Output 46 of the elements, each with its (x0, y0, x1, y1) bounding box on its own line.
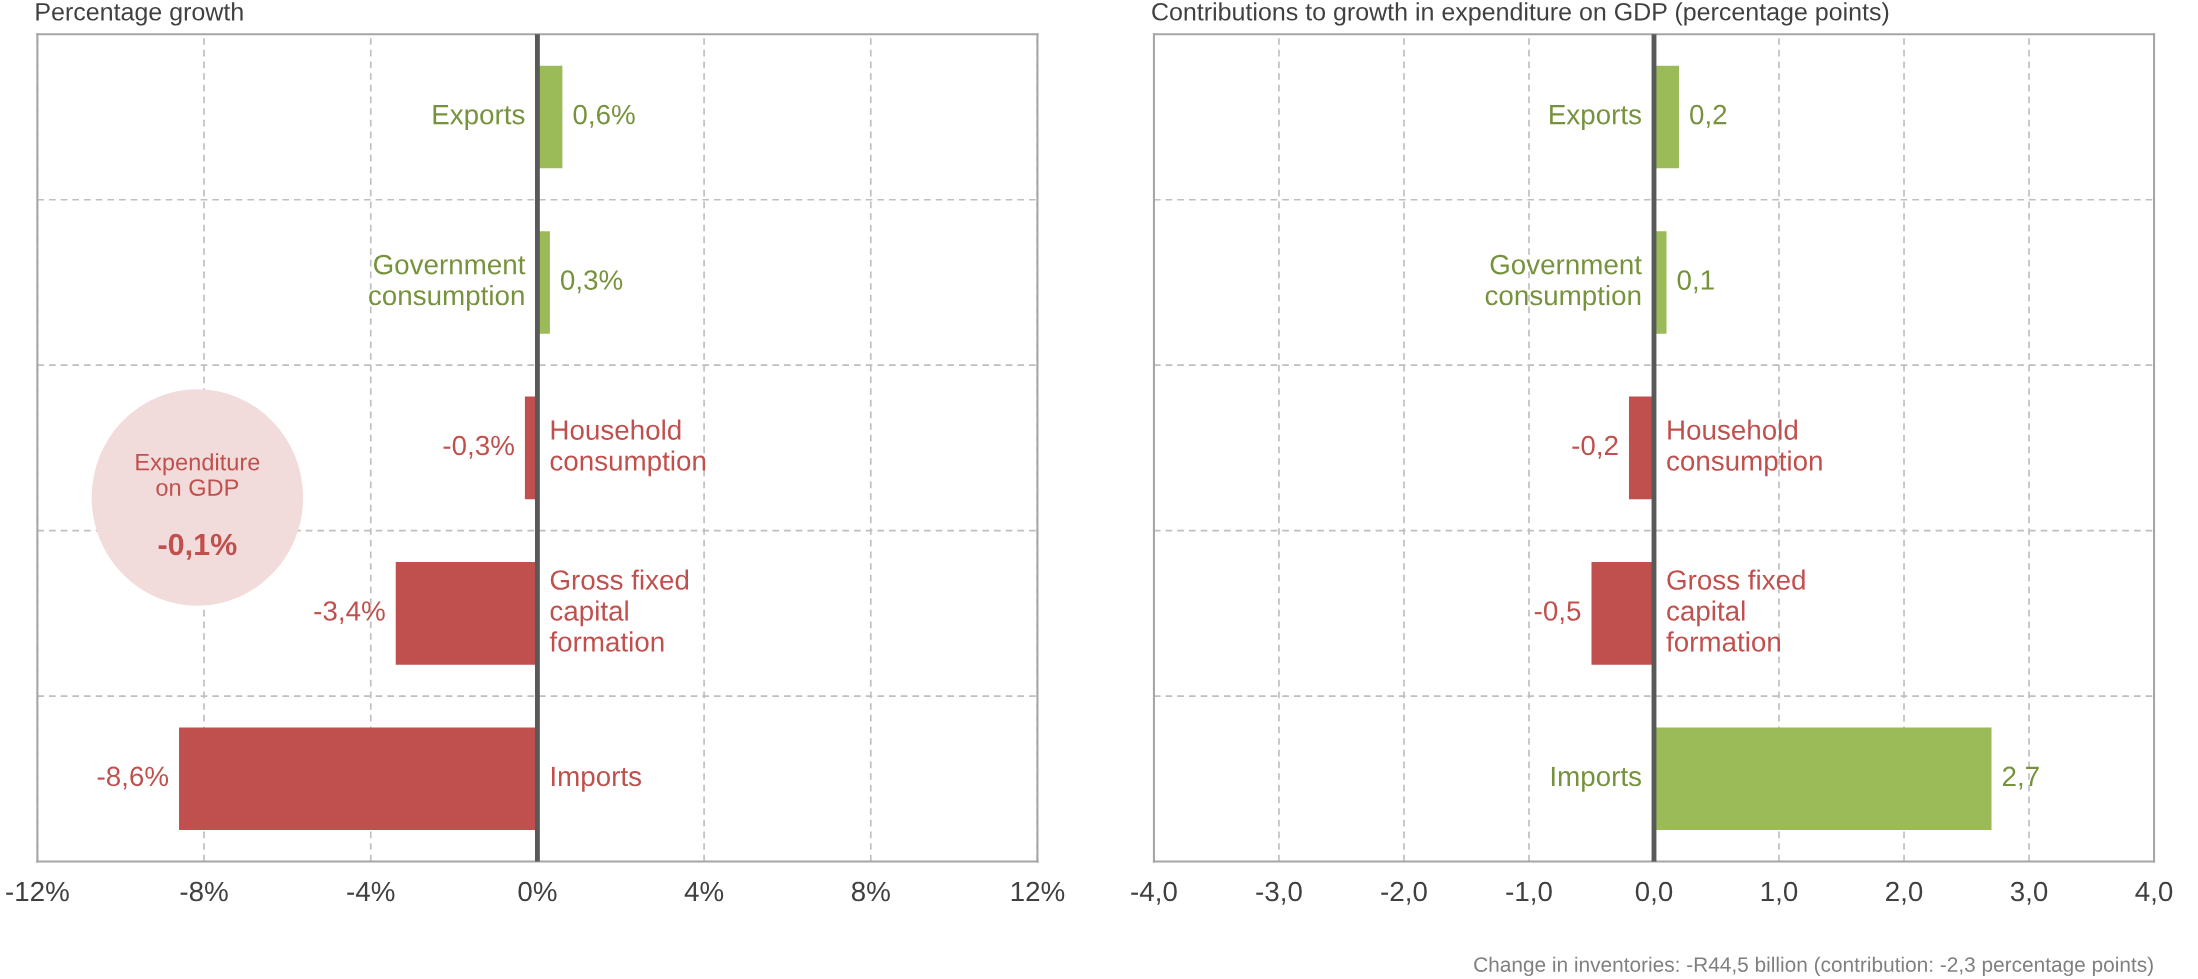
data-label: -0,3% (443, 435, 514, 459)
x-tick-label: 8% (851, 881, 890, 902)
data-label: -3,4% (314, 601, 385, 625)
x-tick-label: 0,0 (1635, 881, 1673, 905)
bar (179, 727, 538, 831)
data-label: -8,6% (97, 766, 169, 790)
category-label: Gross fixed capital formation (549, 569, 689, 652)
chart-title: Percentage growth (36, 2, 243, 26)
bar (395, 562, 538, 665)
x-tick-label: -2,0 (1381, 881, 1427, 905)
data-label: -0,2 (1572, 435, 1618, 459)
x-tick-label: 4,0 (2135, 881, 2173, 905)
data-label: 0,6% (573, 104, 635, 128)
data-label: 0,3% (561, 270, 623, 294)
x-tick-label: -12% (6, 881, 69, 902)
x-tick-label: -4,0 (1131, 881, 1177, 905)
category-label: Imports (551, 766, 642, 792)
category-label: Gross fixed capital formation (1666, 569, 1805, 652)
category-label: Imports (1551, 766, 1641, 792)
bar (1653, 727, 1992, 831)
x-tick-label: 4% (684, 881, 724, 902)
chart-title: Contributions to growth in expenditure on GDP (percentage points) (1152, 2, 1889, 26)
category-label: Household consumption (1667, 419, 1822, 477)
category-label: Government consumption (1485, 254, 1642, 311)
data-label: 0,2 (1690, 104, 1727, 128)
bar (1653, 65, 1679, 169)
data-label: -0,5 (1534, 601, 1581, 625)
x-tick-label: 2,0 (1886, 881, 1923, 905)
data-label: 0,1 (1677, 270, 1714, 294)
bar (1628, 396, 1654, 500)
x-tick-label: 1,0 (1761, 881, 1798, 905)
bar (1591, 562, 1654, 665)
text: Change in inventories: -R44,5 billion (contribution: -2,3 percentage points) (1474, 956, 2153, 977)
x-tick-label: -4% (347, 881, 395, 902)
x-tick-label: 12% (1011, 881, 1065, 902)
x-tick-label: 3,0 (2010, 881, 2048, 905)
data-label: 2,7 (2002, 766, 2039, 790)
category-label: Household consumption (550, 419, 706, 477)
text: Expenditure on GDP -0,1% (136, 453, 260, 560)
category-label: Exports (433, 105, 525, 130)
x-tick-label: -3,0 (1256, 881, 1302, 905)
category-label: Government consumption (369, 254, 526, 311)
x-tick-label: 0% (518, 881, 557, 902)
x-tick-label: -8% (180, 881, 228, 902)
x-tick-label: -1,0 (1506, 881, 1552, 905)
category-label: Exports (1550, 105, 1641, 130)
